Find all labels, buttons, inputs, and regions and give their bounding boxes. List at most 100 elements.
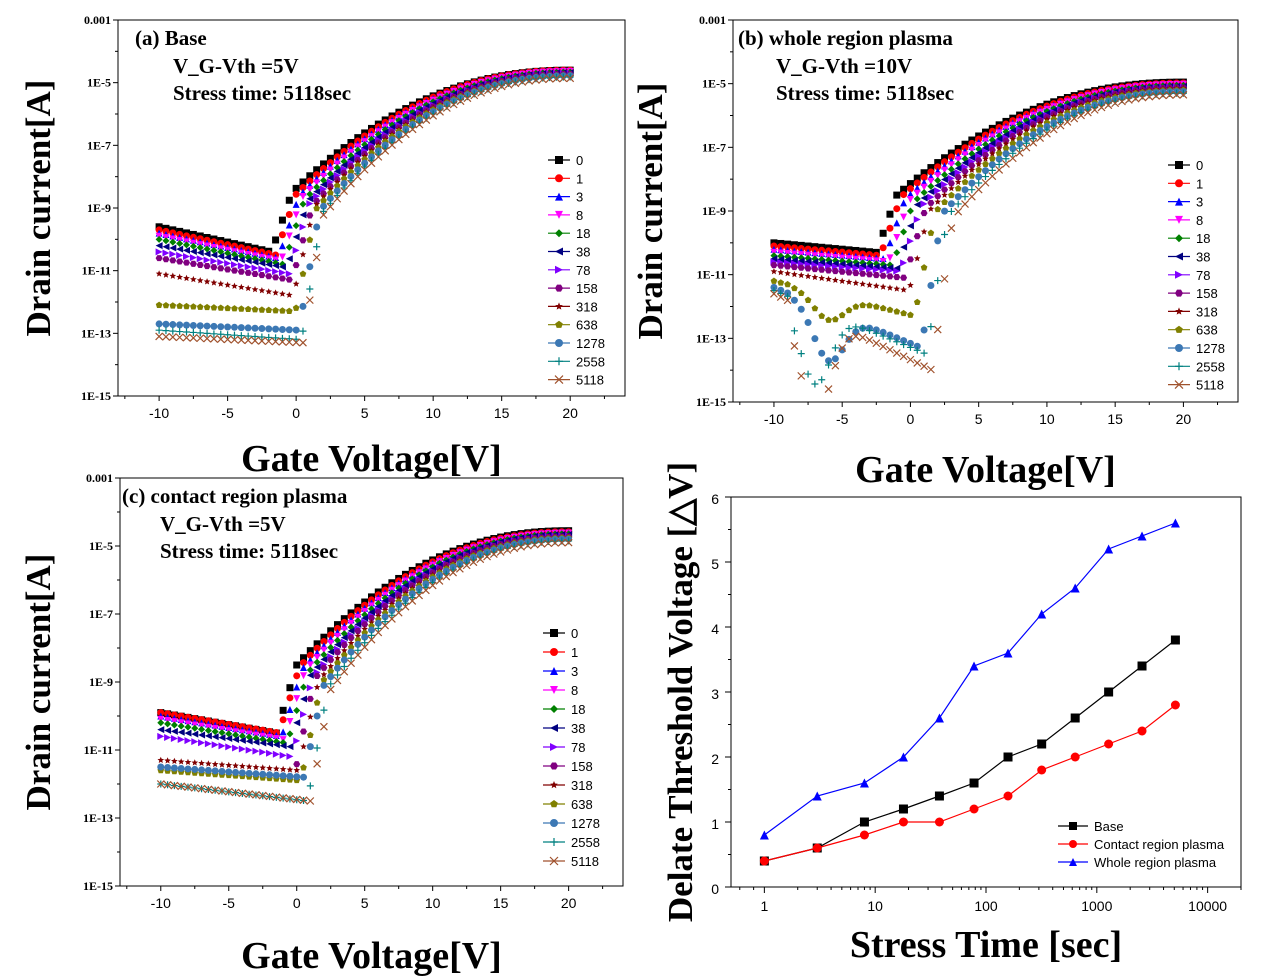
- y-axis-title: Drain current[A]: [19, 554, 58, 811]
- data-point: [961, 193, 969, 201]
- data-point: [961, 172, 969, 179]
- data-point: [313, 179, 321, 187]
- data-point: [251, 285, 259, 293]
- data-point: [340, 144, 348, 152]
- legend-marker: [550, 838, 558, 846]
- data-point: [238, 789, 247, 798]
- data-point: [157, 726, 165, 734]
- data-point: [1050, 122, 1058, 130]
- data-point: [223, 335, 232, 344]
- data-point: [1016, 131, 1023, 138]
- data-point: [183, 321, 191, 329]
- data-point: [790, 256, 798, 264]
- data-point: [770, 287, 778, 295]
- data-point: [197, 784, 206, 793]
- y-tick-label: 1E-15: [696, 395, 726, 409]
- data-point: [244, 336, 253, 345]
- data-point: [334, 632, 342, 640]
- data-point: [320, 172, 328, 180]
- data-point: [258, 306, 266, 313]
- data-point: [791, 284, 798, 292]
- data-point: [1008, 154, 1017, 163]
- data-point: [210, 246, 218, 254]
- data-point: [177, 764, 185, 772]
- legend-label: 38: [1196, 250, 1210, 265]
- data-point: [183, 302, 190, 310]
- data-point: [203, 278, 211, 285]
- y-tick-label: 1E-13: [696, 331, 726, 345]
- data-point: [278, 242, 286, 250]
- data-point: [286, 684, 294, 692]
- y-axis-title: Delate Threshold Voltage [△V]: [661, 462, 700, 922]
- legend-label: 158: [571, 759, 593, 774]
- data-point: [238, 732, 246, 740]
- data-point: [824, 385, 833, 393]
- x-tick-label: 5: [361, 895, 369, 911]
- data-point: [913, 233, 921, 240]
- data-point: [334, 641, 342, 649]
- data-point: [257, 337, 266, 345]
- data-point: [293, 766, 301, 774]
- data-point: [879, 342, 888, 351]
- data-point: [941, 198, 948, 205]
- data-point: [204, 785, 213, 794]
- data-point: [941, 154, 949, 162]
- data-point: [1137, 661, 1147, 671]
- data-point: [920, 264, 928, 271]
- y-tick-label: 1E-5: [702, 77, 726, 91]
- data-point: [511, 79, 520, 88]
- data-point: [292, 335, 300, 343]
- data-point: [947, 153, 955, 161]
- data-point: [517, 542, 525, 551]
- data-point: [176, 273, 183, 280]
- data-point: [292, 795, 301, 804]
- data-point: [251, 306, 259, 313]
- data-point: [1003, 648, 1013, 658]
- data-point: [879, 229, 887, 237]
- data-point: [954, 164, 962, 172]
- data-point: [865, 271, 873, 278]
- data-point: [306, 651, 314, 659]
- data-point: [177, 728, 185, 736]
- data-point: [265, 266, 273, 274]
- data-point: [306, 684, 314, 692]
- data-point: [1002, 144, 1010, 152]
- data-point: [313, 640, 321, 648]
- data-point: [797, 289, 805, 297]
- data-point: [293, 707, 301, 715]
- data-point: [230, 261, 238, 269]
- y-tick-label: 1E-7: [87, 138, 111, 152]
- data-point: [1009, 127, 1017, 135]
- data-point: [442, 104, 451, 112]
- legend-label: Base: [1094, 819, 1124, 834]
- data-point: [300, 743, 307, 750]
- data-point: [340, 667, 349, 676]
- data-point: [299, 193, 307, 201]
- data-point: [279, 307, 286, 314]
- data-point: [934, 817, 944, 827]
- data-point: [299, 183, 307, 191]
- data-point: [408, 590, 416, 598]
- data-point: [777, 262, 785, 269]
- data-point: [299, 178, 307, 186]
- data-point: [818, 266, 826, 273]
- data-point: [177, 722, 185, 730]
- data-point: [968, 186, 976, 194]
- data-point: [906, 355, 915, 364]
- data-point: [320, 202, 328, 210]
- data-point: [920, 194, 928, 202]
- legend-label: 5118: [571, 854, 599, 869]
- data-point: [196, 244, 204, 252]
- data-point: [334, 624, 342, 632]
- data-point: [879, 266, 887, 274]
- legend-label: 8: [1196, 213, 1203, 228]
- data-point: [216, 335, 225, 344]
- data-point: [913, 254, 921, 262]
- data-point: [340, 615, 348, 623]
- legend-marker: [550, 705, 558, 713]
- data-point: [934, 177, 942, 185]
- data-point: [245, 790, 254, 798]
- data-point: [347, 627, 355, 635]
- data-point: [797, 257, 805, 265]
- data-point: [162, 243, 170, 251]
